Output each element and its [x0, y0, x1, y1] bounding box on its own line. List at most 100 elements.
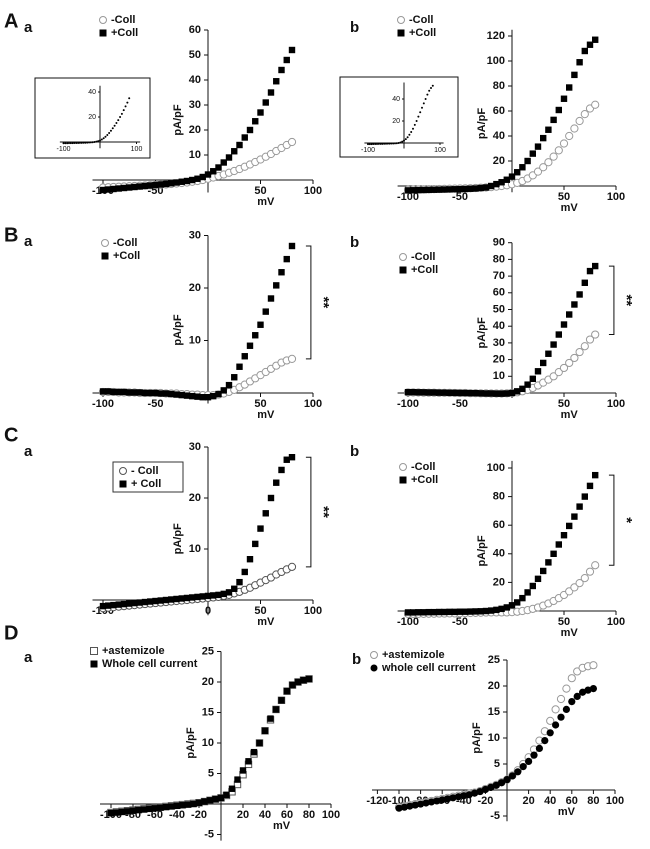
data-point	[136, 389, 143, 396]
data-point	[109, 129, 112, 132]
data-point	[545, 350, 552, 357]
x-tick-label: 50	[558, 398, 570, 410]
data-point	[560, 532, 568, 539]
y-tick-label: 20	[189, 492, 201, 504]
x-tick-label: -20	[191, 809, 207, 821]
data-point	[419, 111, 422, 114]
x-tick-label: 0	[205, 605, 211, 617]
data-point	[530, 751, 538, 759]
legend-label: -Coll	[409, 14, 433, 26]
data-point	[529, 582, 536, 590]
data-point	[556, 694, 566, 704]
legend-label: -Coll	[411, 461, 435, 473]
data-point	[129, 807, 137, 814]
data-point	[82, 141, 85, 144]
data-point	[120, 600, 128, 608]
data-point	[381, 142, 384, 145]
data-point	[482, 390, 490, 397]
x-tick-label: 50	[254, 398, 266, 410]
data-point	[367, 143, 369, 146]
data-point	[534, 143, 542, 150]
data-point	[189, 594, 196, 601]
x-axis-label: mV	[561, 202, 579, 214]
data-point	[110, 185, 117, 193]
data-point	[157, 804, 164, 811]
subpanel-letter: a	[24, 19, 33, 36]
y-axis-label: pA/pF	[471, 722, 483, 753]
x-tick-label: -100	[92, 398, 114, 410]
x-tick-label: -50	[148, 398, 164, 410]
data-point	[225, 154, 233, 161]
x-tick-label: 40	[259, 809, 271, 821]
data-point	[283, 56, 290, 64]
data-point	[395, 804, 403, 812]
data-point	[99, 388, 107, 395]
data-point	[257, 109, 264, 116]
data-point	[529, 375, 536, 383]
y-tick-label: 50	[493, 303, 505, 315]
data-point	[415, 186, 422, 194]
data-point	[288, 242, 296, 250]
data-point	[488, 182, 495, 190]
x-tick-label: 100	[304, 605, 322, 617]
x-tick-label: 50	[254, 605, 266, 617]
data-point	[460, 792, 468, 800]
data-point	[115, 185, 122, 192]
data-point	[579, 688, 587, 696]
data-point	[217, 794, 225, 802]
data-point	[257, 525, 264, 532]
data-point	[395, 142, 398, 145]
data-point	[549, 152, 558, 161]
data-point	[173, 179, 180, 186]
data-point	[126, 184, 133, 191]
data-point	[524, 157, 531, 165]
data-point	[430, 186, 438, 193]
data-point	[120, 388, 128, 396]
data-point	[403, 139, 405, 142]
legend-label: whole cell current	[381, 662, 476, 674]
x-tick-label: -50	[452, 191, 468, 203]
data-point	[220, 590, 227, 598]
data-point	[555, 331, 562, 338]
data-point	[283, 255, 290, 263]
data-point	[390, 142, 393, 145]
significance-bracket	[608, 265, 615, 336]
y-tick-label: 5	[494, 758, 500, 770]
data-point	[430, 608, 438, 616]
data-point	[498, 390, 505, 397]
data-point	[105, 186, 112, 193]
data-point	[78, 141, 81, 144]
y-axis-label: pA/pF	[476, 535, 488, 566]
x-axis-label: mV	[558, 806, 576, 818]
data-point	[477, 390, 484, 397]
data-point	[283, 687, 291, 695]
legend-label: +astemizole	[382, 649, 445, 661]
data-point	[424, 98, 427, 100]
data-point	[462, 389, 469, 397]
data-point	[115, 601, 122, 608]
data-point	[228, 785, 236, 792]
data-point	[204, 394, 212, 401]
data-point	[278, 697, 285, 704]
data-point	[476, 787, 484, 796]
data-point	[115, 122, 118, 124]
y-tick-label: 15	[488, 706, 500, 718]
data-point	[554, 146, 563, 155]
data-point	[449, 794, 457, 802]
data-point	[126, 101, 129, 104]
data-point	[552, 721, 560, 729]
data-point	[472, 389, 479, 397]
data-point	[183, 594, 191, 602]
data-point	[488, 607, 495, 614]
significance-mark: **	[315, 506, 332, 518]
data-point	[168, 596, 175, 603]
subpanel-letter: a	[24, 233, 33, 250]
data-point	[420, 389, 427, 396]
data-point	[385, 142, 387, 145]
data-point	[581, 47, 588, 55]
data-point	[441, 186, 448, 193]
data-point	[591, 100, 600, 109]
data-point	[272, 706, 280, 713]
data-point	[550, 550, 557, 557]
data-point	[283, 456, 290, 463]
